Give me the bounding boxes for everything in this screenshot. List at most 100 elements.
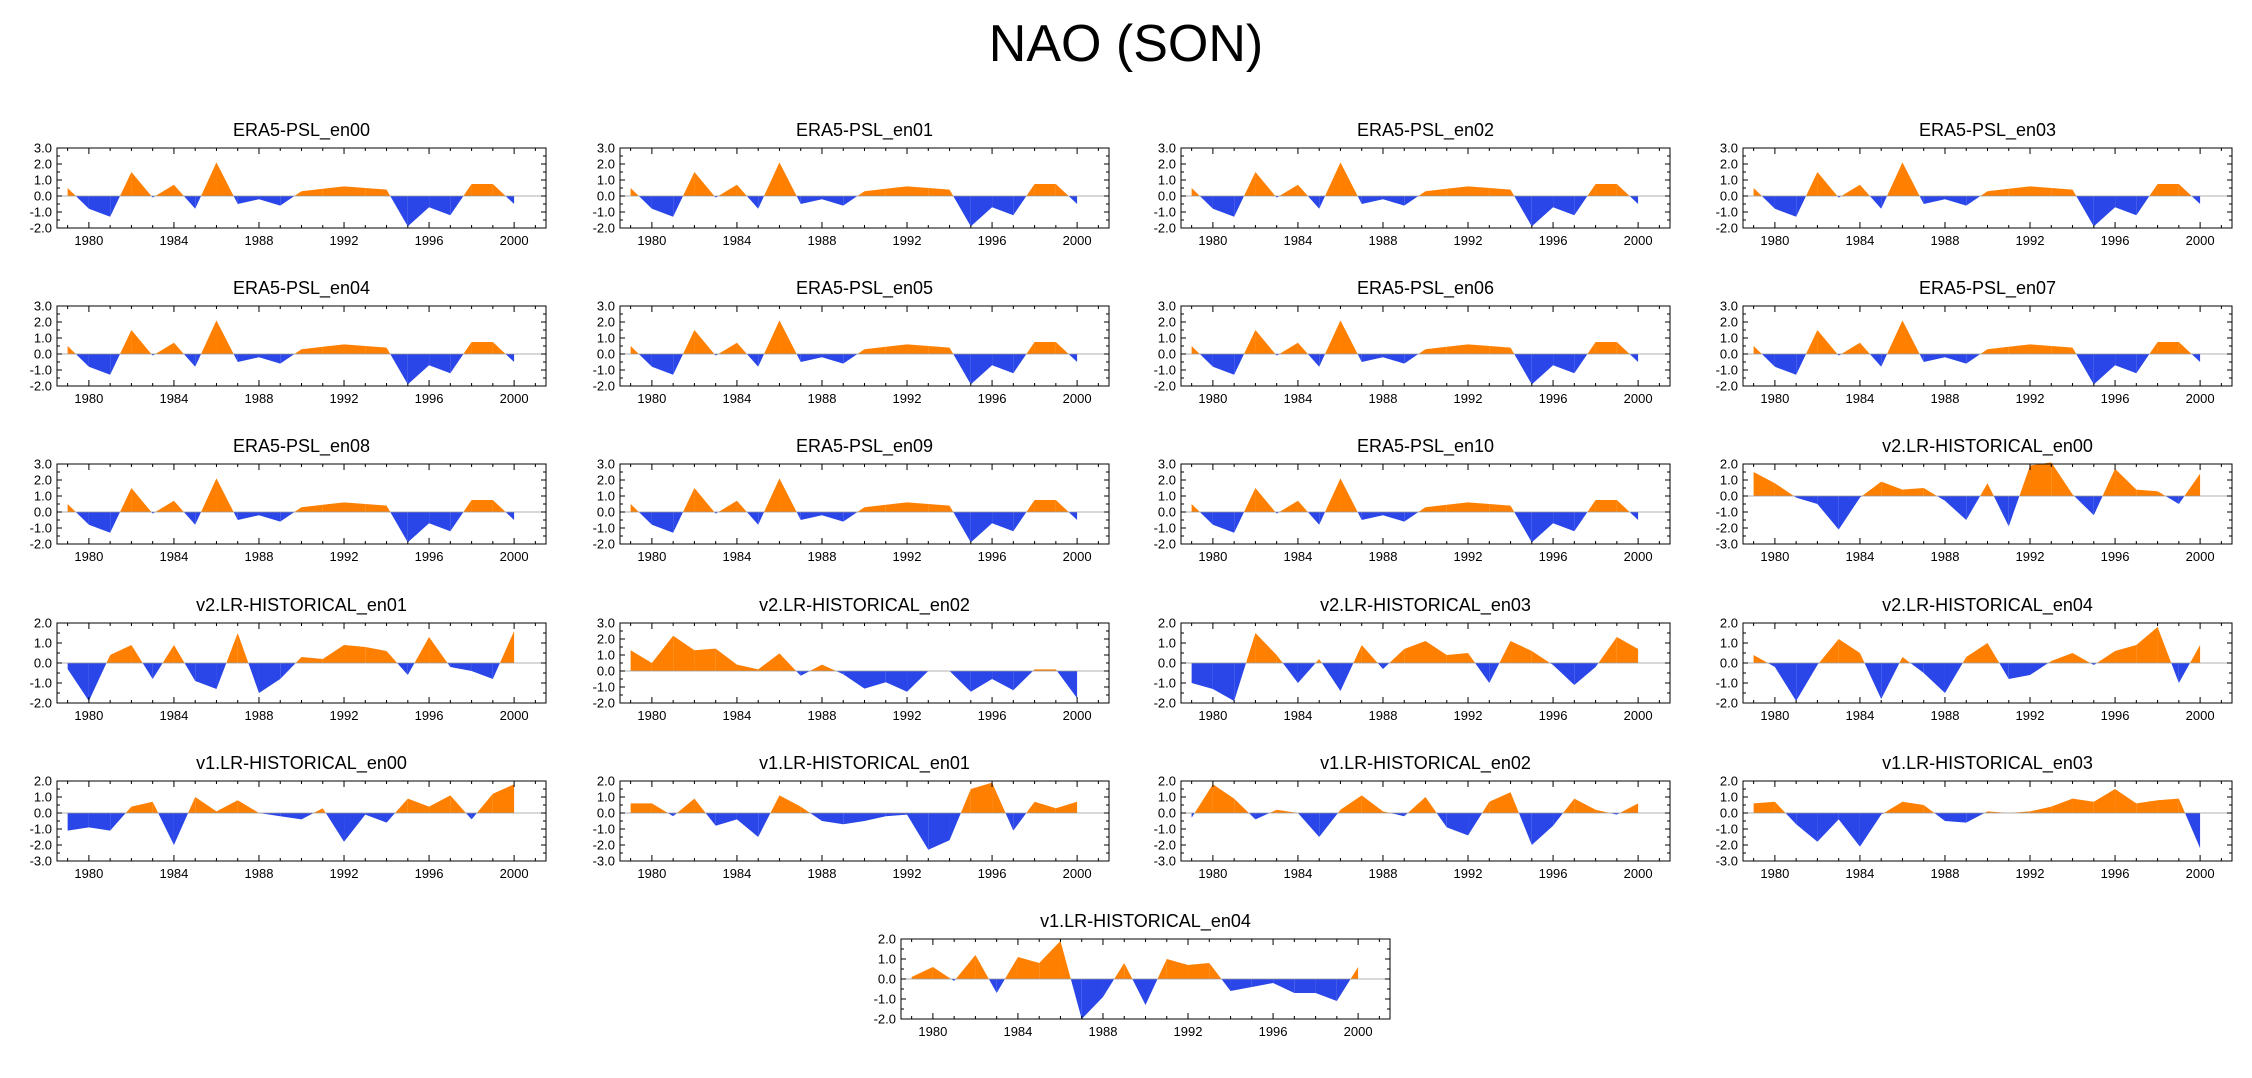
negative-area <box>390 512 408 543</box>
x-tick-label: 1992 <box>2016 708 2045 723</box>
panel-ERA5-PSL_en05: 1980 1984 1988 1992 1996 2000 3.02.01.00.0-1.0… <box>593 278 1110 406</box>
x-tick-label: 1988 <box>808 708 837 723</box>
y-tick-label: -1.0 <box>593 205 615 220</box>
positive-area <box>1595 500 1617 512</box>
negative-area <box>280 512 295 522</box>
negative-area <box>843 671 865 689</box>
x-tick-label: 1984 <box>159 549 188 564</box>
y-tick-label: -2.0 <box>593 537 615 552</box>
negative-area <box>1881 354 1888 367</box>
positive-area <box>1468 502 1490 512</box>
y-tick-label: 1.0 <box>1720 790 1738 805</box>
x-tick-label: 1992 <box>893 708 922 723</box>
x-tick-label: 1984 <box>722 233 751 248</box>
x-tick-label: 1988 <box>1931 233 1960 248</box>
positive-area <box>2178 184 2192 196</box>
positive-area <box>1234 798 1249 813</box>
x-tick-label: 1996 <box>2101 866 2130 881</box>
positive-area <box>2072 653 2091 663</box>
negative-area <box>1553 512 1575 532</box>
negative-area <box>821 196 844 206</box>
x-tick-label: 1988 <box>245 549 274 564</box>
positive-area <box>1425 188 1447 196</box>
positive-area <box>1574 798 1596 813</box>
negative-area <box>233 196 238 204</box>
y-tick-label: -2.0 <box>593 379 615 394</box>
panel-ERA5-PSL_en00: 1980 1984 1988 1992 1996 2000 3.02.01.00.0-1.0… <box>30 120 547 248</box>
negative-area <box>233 354 238 362</box>
positive-area <box>1276 809 1298 813</box>
x-tick-label: 1996 <box>978 866 1007 881</box>
positive-area <box>173 184 184 196</box>
negative-area <box>183 354 196 367</box>
negative-area <box>450 663 472 671</box>
x-tick-label: 1980 <box>74 391 103 406</box>
negative-area <box>1297 663 1316 683</box>
x-tick-label: 1988 <box>1369 549 1398 564</box>
x-tick-label: 2000 <box>500 233 529 248</box>
positive-area <box>173 500 184 512</box>
positive-area <box>1619 803 1639 813</box>
y-tick-label: 2.0 <box>34 616 52 631</box>
positive-area <box>201 478 217 512</box>
negative-area <box>1212 196 1235 217</box>
positive-area <box>2178 798 2186 813</box>
positive-area <box>429 795 451 813</box>
y-tick-label: -3.0 <box>1716 854 1738 869</box>
negative-area <box>1212 512 1235 533</box>
positive-area <box>992 782 1006 813</box>
negative-area <box>1944 496 1967 520</box>
positive-area <box>322 186 345 196</box>
x-tick-label: 1988 <box>1931 708 1960 723</box>
negative-area <box>2090 663 2094 665</box>
panel-title: v2.LR-HISTORICAL_en03 <box>1320 595 1531 616</box>
x-tick-label: 1984 <box>159 391 188 406</box>
positive-area <box>155 500 174 512</box>
positive-area <box>1297 184 1308 196</box>
y-tick-label: 1.0 <box>1158 173 1176 188</box>
positive-area <box>1325 478 1341 512</box>
positive-area <box>1166 959 1189 979</box>
positive-area <box>1340 320 1358 354</box>
negative-area <box>1919 354 1924 362</box>
positive-area <box>201 162 217 196</box>
negative-area <box>184 663 196 681</box>
positive-area <box>2030 186 2052 196</box>
positive-area <box>1279 500 1298 512</box>
x-tick-label: 1992 <box>330 233 359 248</box>
y-tick-label: -2.0 <box>1716 221 1738 236</box>
positive-area <box>216 320 234 354</box>
x-tick-label: 1992 <box>893 233 922 248</box>
positive-area <box>2051 798 2073 813</box>
negative-area <box>2093 496 2103 516</box>
positive-area <box>294 507 302 512</box>
negative-area <box>233 512 238 520</box>
positive-area <box>1325 320 1341 354</box>
positive-area <box>1841 184 1860 196</box>
negative-area <box>2074 496 2094 516</box>
negative-area <box>1574 663 1596 685</box>
negative-area <box>1199 512 1213 525</box>
y-tick-label: 3.0 <box>34 141 52 156</box>
negative-area <box>673 512 684 533</box>
y-tick-label: -2.0 <box>30 221 52 236</box>
panel-title: ERA5-PSL_en03 <box>1919 120 2056 141</box>
negative-area <box>1377 663 1383 669</box>
x-tick-label: 1988 <box>245 233 274 248</box>
positive-area <box>1902 657 1911 663</box>
negative-area <box>1838 813 1860 847</box>
y-tick-label: -1.0 <box>1154 676 1176 691</box>
y-tick-label: 3.0 <box>1158 141 1176 156</box>
negative-area <box>258 512 281 522</box>
plot-frame <box>1180 780 1671 862</box>
negative-area <box>67 663 89 701</box>
panel-v2.LR-HISTORICAL_en04: 1980 1984 1988 1992 1996 2000 2.0 1.0 0.0 -1.0 -2.… <box>1716 595 2233 723</box>
x-tick-label: 1988 <box>245 391 274 406</box>
negative-area <box>88 512 111 533</box>
positive-area <box>630 346 639 354</box>
negative-area <box>1796 496 1818 504</box>
negative-area <box>1382 354 1405 364</box>
negative-area <box>280 663 296 679</box>
negative-area <box>1553 663 1575 685</box>
positive-area <box>1563 798 1575 813</box>
